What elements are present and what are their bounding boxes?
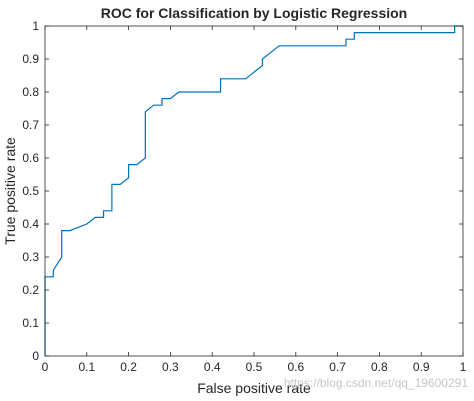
y-tick-label: 0.8 [22,85,39,99]
x-tick-label: 0.5 [246,360,263,374]
roc-curve [44,25,463,356]
x-tick-label: 0.1 [78,360,95,374]
x-tick-label: 0.8 [371,360,388,374]
x-tick-label: 0.4 [204,360,221,374]
y-tick-label: 0.5 [22,184,39,198]
x-axis-label: False positive rate [197,380,311,396]
chart-title: ROC for Classification by Logistic Regre… [101,5,408,21]
y-tick-label: 0.6 [22,151,39,165]
y-tick-label: 0 [32,349,39,363]
x-tick-label: 0.7 [329,360,346,374]
x-tick-labels: 0 0.1 0.2 0.3 0.4 0.5 0.6 0.7 0.8 0.9 1 [42,360,467,374]
y-tick-label: 0.2 [22,283,39,297]
watermark: https://blog.csdn.net/qq_19600291 [284,376,468,390]
x-tick-label: 0.9 [413,360,430,374]
x-tick-label: 1 [460,360,467,374]
y-tick-label: 0.4 [22,217,39,231]
y-tick-label: 1 [32,19,39,33]
y-axis-label: True positive rate [2,137,18,245]
y-tick-label: 0.7 [22,118,39,132]
plot-area [45,26,463,356]
y-tick-label: 0.3 [22,250,39,264]
y-tick-label: 0.1 [22,316,39,330]
x-tick-label: 0.3 [162,360,179,374]
y-tick-labels: 0 0.1 0.2 0.3 0.4 0.5 0.6 0.7 0.8 0.9 1 [22,19,39,363]
x-tick-label: 0 [42,360,49,374]
y-tick-label: 0.9 [22,52,39,66]
x-tick-label: 0.6 [287,360,304,374]
plot-frame [44,25,464,357]
x-tick-label: 0.2 [120,360,137,374]
